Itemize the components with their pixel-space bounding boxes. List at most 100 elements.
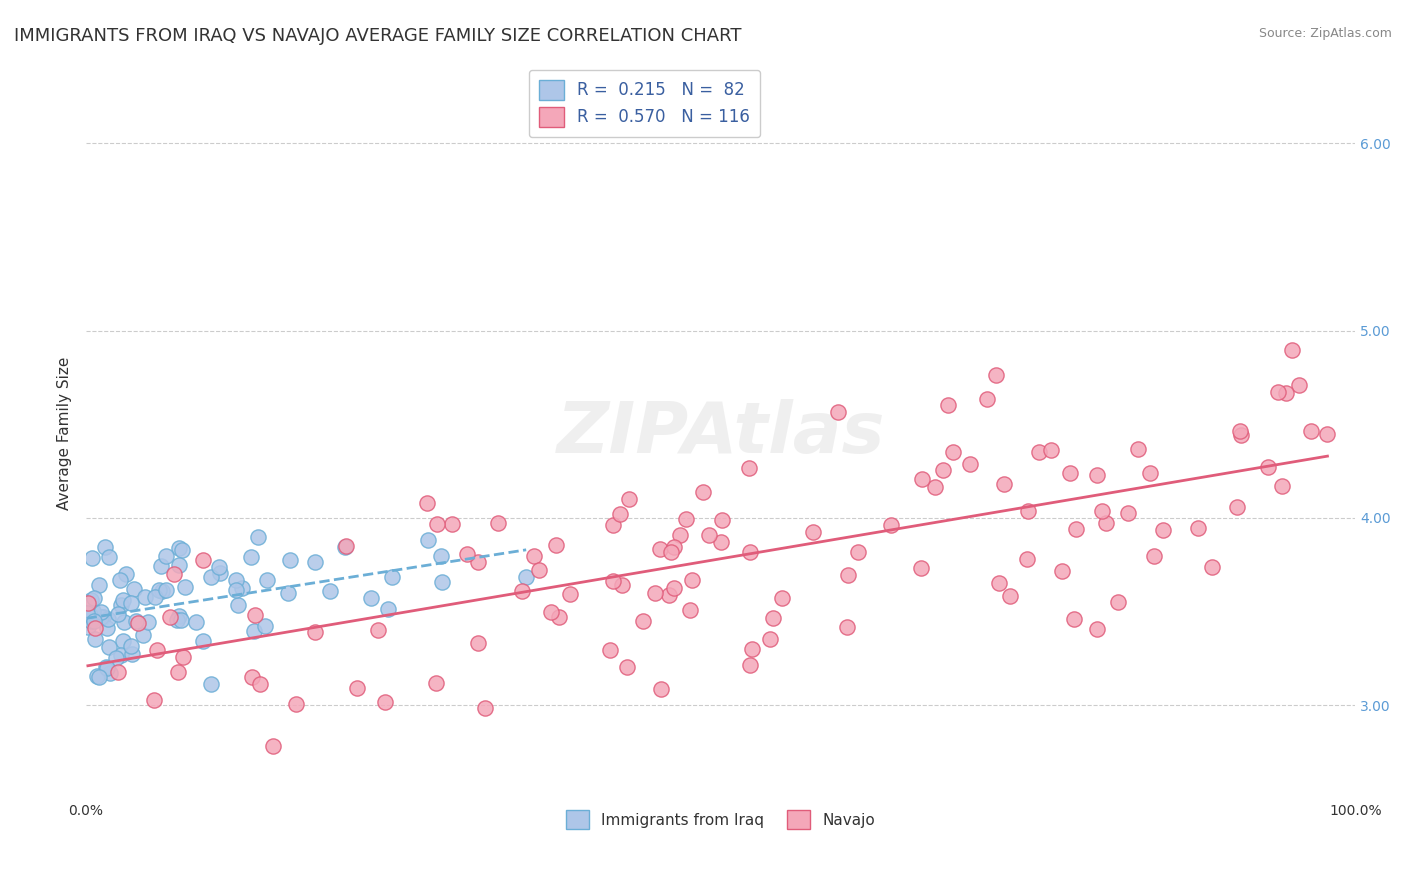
Point bbox=[474, 701, 496, 715]
Point bbox=[650, 682, 672, 697]
Point bbox=[911, 473, 934, 487]
Point bbox=[986, 368, 1008, 382]
Point bbox=[1017, 504, 1039, 518]
Point bbox=[1229, 428, 1251, 442]
Point bbox=[631, 614, 654, 628]
Point bbox=[239, 549, 262, 564]
Text: IMMIGRANTS FROM IRAQ VS NAVAJO AVERAGE FAMILY SIZE CORRELATION CHART: IMMIGRANTS FROM IRAQ VS NAVAJO AVERAGE F… bbox=[14, 27, 741, 45]
Point bbox=[170, 613, 193, 627]
Point bbox=[335, 539, 357, 553]
Point bbox=[208, 566, 231, 580]
Point bbox=[1316, 426, 1339, 441]
Point bbox=[243, 607, 266, 622]
Point bbox=[659, 545, 682, 559]
Point bbox=[136, 615, 159, 629]
Point bbox=[225, 574, 247, 588]
Point bbox=[83, 614, 105, 628]
Point bbox=[837, 620, 859, 634]
Point bbox=[86, 669, 108, 683]
Text: Source: ZipAtlas.com: Source: ZipAtlas.com bbox=[1258, 27, 1392, 40]
Point bbox=[1187, 521, 1209, 535]
Point bbox=[145, 590, 167, 604]
Point bbox=[681, 573, 703, 587]
Point bbox=[174, 580, 197, 594]
Point bbox=[515, 570, 537, 584]
Point bbox=[256, 574, 278, 588]
Point bbox=[1085, 467, 1108, 482]
Point bbox=[697, 528, 720, 542]
Point bbox=[127, 616, 149, 631]
Point bbox=[599, 643, 621, 657]
Point bbox=[738, 460, 761, 475]
Point bbox=[381, 570, 404, 584]
Point bbox=[80, 614, 103, 628]
Point bbox=[1091, 503, 1114, 517]
Point bbox=[523, 549, 546, 563]
Point bbox=[546, 538, 568, 552]
Point bbox=[193, 552, 215, 566]
Point bbox=[942, 445, 965, 459]
Point bbox=[145, 642, 167, 657]
Point bbox=[111, 592, 134, 607]
Point bbox=[1107, 594, 1129, 608]
Point bbox=[467, 635, 489, 649]
Point bbox=[226, 599, 249, 613]
Point bbox=[82, 550, 104, 565]
Point bbox=[1040, 442, 1063, 457]
Point bbox=[77, 596, 100, 610]
Point bbox=[662, 540, 685, 554]
Point bbox=[87, 670, 110, 684]
Point bbox=[612, 578, 634, 592]
Point bbox=[910, 561, 932, 575]
Point bbox=[89, 578, 111, 592]
Point bbox=[191, 634, 214, 648]
Point bbox=[1288, 377, 1310, 392]
Point bbox=[602, 517, 624, 532]
Point bbox=[172, 649, 194, 664]
Point bbox=[172, 543, 194, 558]
Point bbox=[97, 640, 120, 655]
Point bbox=[425, 676, 447, 690]
Point bbox=[91, 610, 114, 624]
Point bbox=[988, 576, 1011, 591]
Point bbox=[110, 598, 132, 612]
Point bbox=[186, 615, 208, 629]
Point bbox=[110, 648, 132, 662]
Point bbox=[738, 658, 761, 673]
Point bbox=[558, 587, 581, 601]
Point bbox=[115, 566, 138, 581]
Point bbox=[163, 567, 186, 582]
Point bbox=[993, 477, 1015, 491]
Point bbox=[1015, 552, 1038, 566]
Point bbox=[360, 591, 382, 606]
Point bbox=[648, 542, 671, 557]
Point bbox=[602, 574, 624, 589]
Point bbox=[679, 602, 702, 616]
Point bbox=[167, 558, 190, 572]
Point bbox=[510, 584, 533, 599]
Point bbox=[1152, 523, 1174, 537]
Point bbox=[880, 518, 903, 533]
Point bbox=[83, 591, 105, 606]
Point bbox=[936, 398, 959, 412]
Point bbox=[107, 607, 129, 621]
Point bbox=[242, 670, 264, 684]
Point bbox=[243, 624, 266, 639]
Point bbox=[1118, 507, 1140, 521]
Point bbox=[208, 560, 231, 574]
Point bbox=[529, 563, 551, 577]
Point bbox=[277, 586, 299, 600]
Point bbox=[1087, 622, 1109, 636]
Point bbox=[675, 512, 697, 526]
Point bbox=[547, 610, 569, 624]
Point bbox=[108, 573, 131, 587]
Point bbox=[231, 581, 253, 595]
Point bbox=[96, 661, 118, 675]
Point bbox=[80, 592, 103, 607]
Point bbox=[200, 570, 222, 584]
Point bbox=[710, 534, 733, 549]
Point bbox=[249, 677, 271, 691]
Point bbox=[430, 575, 453, 590]
Point bbox=[416, 496, 439, 510]
Point bbox=[96, 621, 118, 635]
